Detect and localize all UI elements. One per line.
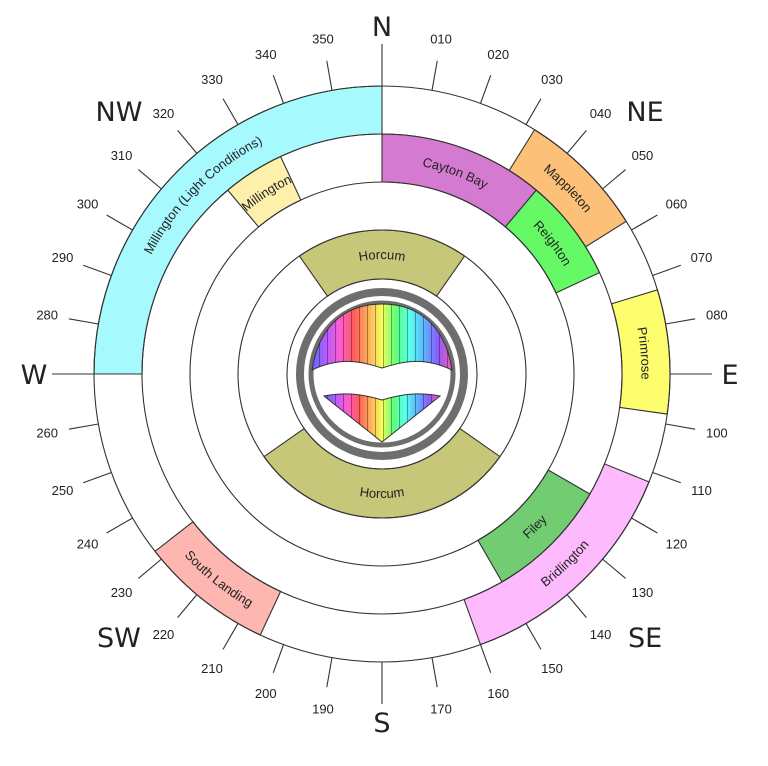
- degree-label: 030: [541, 72, 563, 87]
- tick-60: [631, 214, 658, 231]
- cardinal-n: N: [372, 12, 392, 43]
- tick-320: [177, 130, 198, 154]
- tick-220: [177, 594, 198, 618]
- degree-label: 070: [691, 250, 713, 265]
- degree-label: 110: [691, 483, 712, 498]
- tick-130: [602, 558, 626, 579]
- tick-160: [479, 644, 492, 674]
- tick-140: [566, 594, 587, 618]
- tick-10: [431, 60, 438, 91]
- degree-label: 280: [36, 307, 58, 322]
- degree-label: 130: [632, 585, 654, 600]
- degree-label: 040: [590, 106, 612, 121]
- degree-label: 140: [590, 627, 612, 642]
- tick-210: [222, 623, 239, 650]
- cardinal-w: W: [21, 360, 48, 391]
- tick-80: [665, 318, 696, 325]
- degree-label: 210: [201, 661, 223, 676]
- tick-310: [138, 169, 162, 190]
- tick-170: [431, 657, 438, 688]
- degree-label: 170: [430, 701, 452, 716]
- tick-50: [602, 169, 626, 190]
- degree-label: 350: [312, 32, 334, 47]
- degree-label: 150: [541, 661, 563, 676]
- degree-label: 320: [153, 106, 175, 121]
- degree-label: 100: [706, 426, 728, 441]
- cardinal-sw: SW: [97, 623, 141, 654]
- tick-110: [652, 471, 682, 484]
- degree-label: 240: [77, 537, 99, 552]
- degree-label: 250: [52, 483, 74, 498]
- tick-100: [665, 423, 696, 430]
- cardinal-nw: NW: [96, 97, 143, 128]
- degree-label: 050: [632, 148, 654, 163]
- degree-label: 340: [255, 47, 277, 62]
- tick-260: [68, 423, 99, 430]
- tick-120: [631, 517, 658, 534]
- degree-label: 220: [153, 627, 175, 642]
- cardinal-e: E: [721, 360, 738, 391]
- degree-label: 160: [487, 686, 509, 701]
- segment-label: Horcum: [357, 247, 406, 264]
- degree-label: 310: [111, 148, 133, 163]
- cardinal-ne: NE: [626, 97, 663, 128]
- tick-280: [68, 318, 99, 325]
- tick-300: [106, 214, 133, 231]
- tick-190: [326, 657, 333, 688]
- ring-circle: [286, 278, 478, 470]
- segment-label: Primrose: [634, 326, 653, 380]
- degree-label: 200: [255, 686, 277, 701]
- degree-label: 120: [666, 537, 688, 552]
- segment-label: Horcum: [359, 484, 405, 501]
- cardinal-se: SE: [628, 623, 662, 654]
- tick-250: [82, 471, 112, 484]
- degree-label: 060: [666, 197, 688, 212]
- tick-40: [566, 130, 587, 154]
- segment-horcum: [298, 229, 466, 297]
- tick-30: [525, 98, 542, 125]
- center-emblem-icon: [296, 288, 468, 460]
- cardinal-s: S: [373, 708, 390, 739]
- degree-label: 330: [201, 72, 223, 87]
- tick-350: [326, 60, 333, 91]
- degree-label: 230: [111, 585, 133, 600]
- degree-label: 190: [312, 701, 334, 716]
- tick-70: [652, 264, 682, 277]
- degree-label: 010: [430, 32, 452, 47]
- degree-label: 020: [487, 47, 509, 62]
- degree-label: 260: [36, 426, 58, 441]
- ring-circle: [237, 229, 527, 519]
- degree-label: 300: [77, 197, 99, 212]
- tick-230: [138, 558, 162, 579]
- tick-20: [479, 74, 492, 104]
- degree-label: 290: [52, 250, 74, 265]
- degree-label: 080: [706, 307, 728, 322]
- tick-340: [272, 74, 285, 104]
- tick-200: [272, 644, 285, 674]
- tick-330: [222, 98, 239, 125]
- ring-circle: [141, 133, 623, 615]
- ring-circle: [189, 181, 575, 567]
- tick-150: [525, 623, 542, 650]
- segment-cayton-bay: [381, 133, 538, 228]
- tick-290: [82, 264, 112, 277]
- tick-240: [106, 517, 133, 534]
